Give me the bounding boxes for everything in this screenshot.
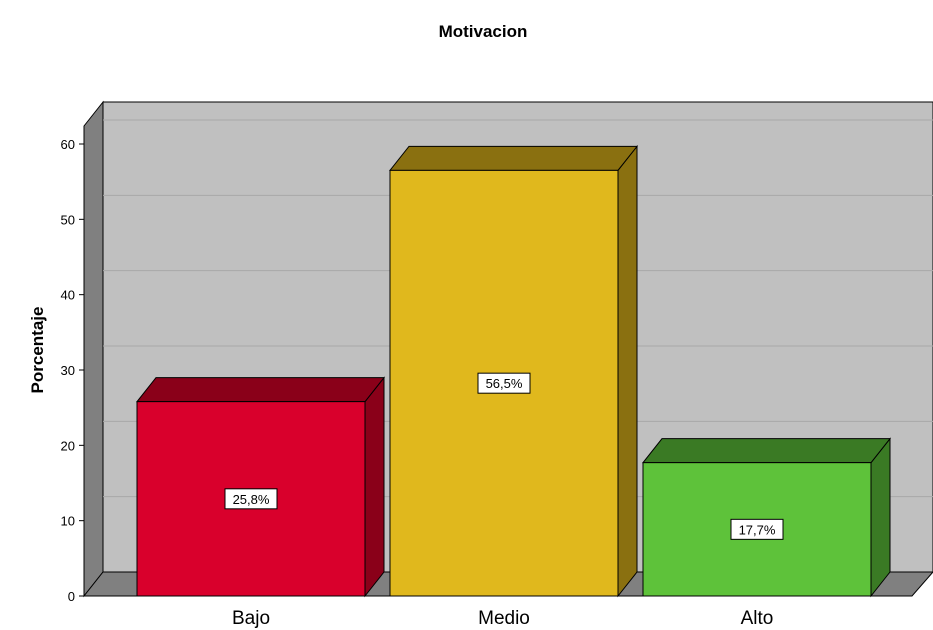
data-label: 56,5% <box>486 376 523 391</box>
x-tick-label: Alto <box>741 608 774 629</box>
bar-side <box>365 378 384 596</box>
bar-side <box>618 146 637 596</box>
y-axis-ticks: 0 10 20 30 40 50 60 <box>61 137 84 604</box>
bar-top <box>390 146 637 170</box>
x-tick-label: Bajo <box>232 608 270 629</box>
x-axis-ticks: Bajo Medio Alto <box>232 608 773 629</box>
y-tick-label: 0 <box>68 589 75 604</box>
data-label: 25,8% <box>233 492 270 507</box>
bar-side <box>871 439 890 596</box>
bar-alto: 17,7% <box>643 439 890 596</box>
bar-top <box>137 378 384 402</box>
y-tick-label: 10 <box>61 514 75 529</box>
y-tick-label: 60 <box>61 137 75 152</box>
bar-bajo: 25,8% <box>137 378 384 596</box>
y-tick-label: 20 <box>61 438 75 453</box>
bar-medio: 56,5% <box>390 146 637 596</box>
y-axis-label: Porcentaje <box>28 307 47 394</box>
y-tick-label: 50 <box>61 212 75 227</box>
bar-top <box>643 439 890 463</box>
y-tick-label: 30 <box>61 363 75 378</box>
y-tick-label: 40 <box>61 288 75 303</box>
data-label: 17,7% <box>739 522 776 537</box>
chart-title: Motivacion <box>439 22 528 41</box>
x-tick-label: Medio <box>478 608 530 629</box>
side-wall <box>84 102 103 596</box>
